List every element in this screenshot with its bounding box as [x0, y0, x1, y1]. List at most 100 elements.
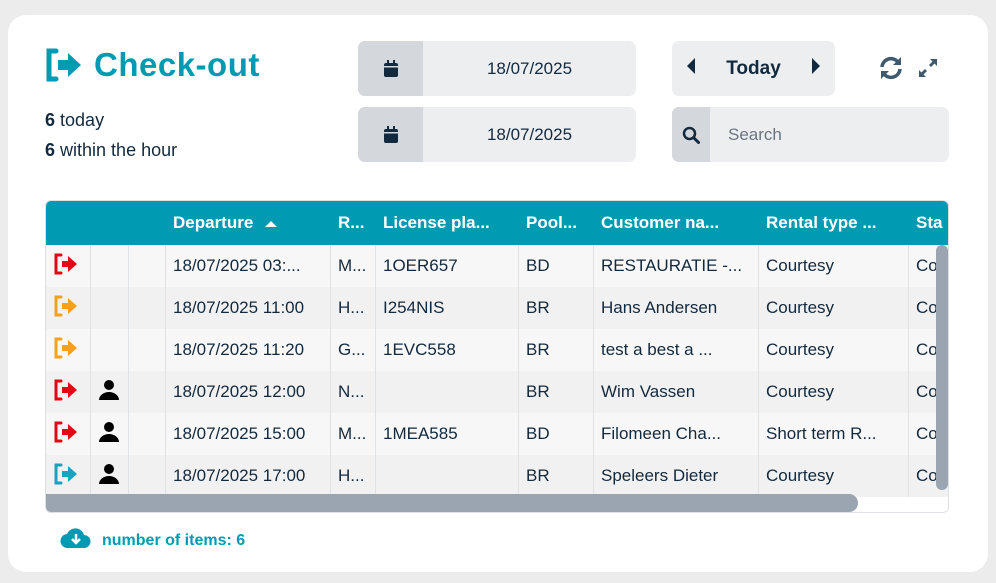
- cell-blank: [129, 455, 166, 497]
- sort-ascending-icon[interactable]: [265, 213, 278, 233]
- table-header: Departure R... License pla... Pool... Custom…: [46, 201, 948, 245]
- column-header-customer-name[interactable]: Customer na...: [594, 201, 759, 245]
- vertical-scrollbar[interactable]: [936, 245, 948, 490]
- column-header-status[interactable]: [46, 201, 91, 245]
- cell-blank: [129, 329, 166, 371]
- column-header-person[interactable]: [91, 201, 129, 245]
- column-header-license-plate[interactable]: License pla...: [376, 201, 519, 245]
- table-row[interactable]: 18/07/2025 17:00 H... BR Speleers Dieter Cou…: [46, 455, 948, 497]
- footer: number of items: 6: [60, 526, 245, 555]
- user-icon: [99, 421, 119, 447]
- date-from-value[interactable]: 18/07/2025: [486, 58, 573, 78]
- cell-blank: [129, 413, 166, 455]
- cell-status: [46, 245, 91, 287]
- sign-out-icon: [53, 295, 79, 322]
- user-icon: [99, 463, 119, 489]
- previous-day-icon[interactable]: [686, 57, 696, 80]
- column-label: Pool...: [526, 213, 577, 232]
- cell-status-text: Co: [909, 413, 948, 455]
- cell-r: M...: [331, 245, 376, 287]
- date-from-field[interactable]: 18/07/2025: [358, 41, 636, 96]
- cell-person: [91, 371, 129, 413]
- cell-status: [46, 413, 91, 455]
- date-to-value[interactable]: 18/07/2025: [486, 124, 573, 144]
- cell-customer-name: Speleers Dieter: [594, 455, 759, 497]
- cell-r: G...: [331, 329, 376, 371]
- cell-pool: BR: [519, 287, 594, 329]
- today-button[interactable]: Today: [726, 57, 781, 79]
- cell-pool: BR: [519, 329, 594, 371]
- checkout-table: Departure R... License pla... Pool... Custom…: [45, 200, 949, 513]
- cell-status-text: Co: [909, 371, 948, 413]
- column-header-departure[interactable]: Departure: [166, 201, 331, 245]
- cell-departure: 18/07/2025 12:00: [166, 371, 331, 413]
- cell-license-plate: [376, 455, 519, 497]
- date-to-field[interactable]: 18/07/2025: [358, 107, 636, 162]
- column-label: Sta: [916, 213, 943, 232]
- table-row[interactable]: 18/07/2025 03:... M... 1OER657 BD RESTAURATI…: [46, 245, 948, 287]
- cell-person: [91, 413, 129, 455]
- table-row[interactable]: 18/07/2025 11:20 G... 1EVC558 BR test a best…: [46, 329, 948, 371]
- cell-blank: [129, 287, 166, 329]
- cell-rental-type: Courtesy: [759, 245, 909, 287]
- cell-blank: [129, 371, 166, 413]
- cell-rental-type: Courtesy: [759, 329, 909, 371]
- calendar-icon[interactable]: [358, 41, 423, 96]
- cell-departure: 18/07/2025 03:...: [166, 245, 331, 287]
- cell-departure: 18/07/2025 11:00: [166, 287, 331, 329]
- search-field[interactable]: [672, 107, 949, 162]
- search-icon[interactable]: [672, 107, 710, 162]
- cell-status: [46, 287, 91, 329]
- calendar-icon[interactable]: [358, 107, 423, 162]
- cell-status-text: Co: [909, 455, 948, 497]
- cell-status-text: Co: [909, 245, 948, 287]
- search-input[interactable]: [710, 107, 949, 162]
- page-title: Check-out: [44, 46, 260, 84]
- cell-r: H...: [331, 287, 376, 329]
- cell-license-plate: 1MEA585: [376, 413, 519, 455]
- column-header-r[interactable]: R...: [331, 201, 376, 245]
- table-row[interactable]: 18/07/2025 11:00 H... I254NIS BR Hans Anders…: [46, 287, 948, 329]
- sign-out-icon: [53, 379, 79, 406]
- column-label: Rental type ...: [766, 213, 877, 232]
- cell-rental-type: Courtesy: [759, 287, 909, 329]
- today-nav: Today: [672, 41, 835, 96]
- hour-count: 6: [45, 140, 56, 160]
- refresh-icon[interactable]: [878, 55, 904, 85]
- next-day-icon[interactable]: [811, 57, 821, 80]
- cell-pool: BR: [519, 455, 594, 497]
- sign-out-icon: [46, 48, 81, 82]
- cell-customer-name: Wim Vassen: [594, 371, 759, 413]
- sign-out-icon: [53, 337, 79, 364]
- user-icon: [99, 379, 119, 405]
- sign-out-icon: [53, 253, 79, 280]
- cell-r: N...: [331, 371, 376, 413]
- cell-departure: 18/07/2025 15:00: [166, 413, 331, 455]
- expand-icon[interactable]: [918, 58, 938, 82]
- cell-r: M...: [331, 413, 376, 455]
- table-body: 18/07/2025 03:... M... 1OER657 BD RESTAURATI…: [46, 245, 948, 497]
- column-label: License pla...: [383, 213, 490, 232]
- cloud-download-icon[interactable]: [60, 526, 92, 555]
- counts: 6 today 6 within the hour: [45, 105, 177, 165]
- cell-person: [91, 245, 129, 287]
- horizontal-scrollbar[interactable]: [46, 494, 858, 512]
- cell-rental-type: Courtesy: [759, 455, 909, 497]
- cell-person: [91, 455, 129, 497]
- column-header-status-text[interactable]: Sta: [909, 201, 948, 245]
- cell-license-plate: I254NIS: [376, 287, 519, 329]
- cell-status: [46, 455, 91, 497]
- column-header-rental-type[interactable]: Rental type ...: [759, 201, 909, 245]
- column-header-blank[interactable]: [129, 201, 166, 245]
- cell-customer-name: Hans Andersen: [594, 287, 759, 329]
- column-header-pool[interactable]: Pool...: [519, 201, 594, 245]
- hour-label: within the hour: [60, 140, 178, 160]
- today-count: 6: [45, 110, 56, 130]
- table-row[interactable]: 18/07/2025 12:00 N... BR Wim Vassen Courtesy…: [46, 371, 948, 413]
- cell-departure: 18/07/2025 11:20: [166, 329, 331, 371]
- cell-status-text: Co: [909, 329, 948, 371]
- cell-pool: BR: [519, 371, 594, 413]
- cell-license-plate: 1OER657: [376, 245, 519, 287]
- table-row[interactable]: 18/07/2025 15:00 M... 1MEA585 BD Filomeen Ch…: [46, 413, 948, 455]
- column-label: Customer na...: [601, 213, 720, 232]
